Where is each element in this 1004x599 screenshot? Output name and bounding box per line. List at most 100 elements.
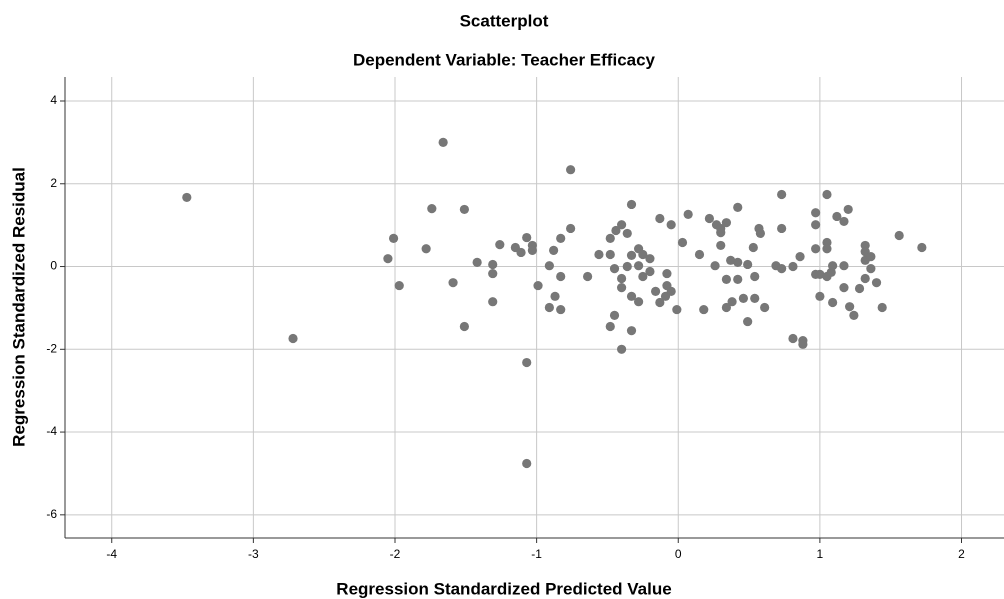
point	[626, 250, 637, 260]
point	[533, 280, 543, 291]
point	[544, 302, 554, 313]
x-axis-title: Regression Standardized Predicted Value	[336, 579, 671, 598]
point	[683, 209, 693, 219]
point	[755, 228, 765, 239]
point	[721, 302, 732, 313]
point	[866, 264, 876, 274]
x-tick-label: 0	[675, 547, 682, 561]
point	[288, 333, 298, 344]
point	[699, 304, 709, 315]
point	[710, 261, 720, 271]
point	[472, 257, 482, 267]
point	[843, 204, 853, 215]
point	[811, 244, 821, 254]
point	[617, 273, 627, 284]
point	[917, 242, 927, 253]
point	[421, 244, 431, 254]
point	[854, 283, 865, 294]
point	[617, 220, 627, 230]
point	[556, 271, 566, 282]
point	[550, 291, 560, 301]
y-tick-label: -4	[46, 424, 57, 438]
point	[605, 233, 615, 243]
point	[860, 273, 870, 284]
point	[721, 218, 732, 228]
x-tick-label: 1	[817, 547, 824, 561]
point	[694, 249, 705, 260]
point	[677, 237, 688, 248]
point	[638, 271, 648, 282]
point	[609, 264, 620, 274]
point	[556, 233, 566, 243]
point	[866, 251, 876, 262]
point	[795, 251, 805, 262]
point	[777, 223, 787, 234]
point	[522, 232, 532, 243]
x-tick-label: -4	[106, 547, 117, 561]
point	[733, 257, 743, 267]
point	[822, 244, 832, 254]
point	[815, 269, 825, 279]
point	[798, 339, 808, 349]
point	[522, 458, 532, 469]
point	[832, 211, 842, 222]
point	[788, 261, 798, 272]
point	[828, 297, 838, 308]
point	[815, 291, 825, 301]
x-tick-label: -3	[248, 547, 259, 561]
chart-title: Scatterplot	[460, 11, 549, 30]
point	[459, 321, 469, 332]
y-tick-label: -2	[46, 341, 57, 355]
x-tick-label: 2	[958, 547, 965, 561]
point	[611, 225, 621, 236]
point	[182, 192, 192, 203]
point	[394, 280, 404, 291]
point	[811, 208, 821, 218]
x-tick-label: -1	[531, 547, 542, 561]
point	[522, 357, 532, 368]
point	[427, 203, 437, 214]
point	[704, 213, 715, 224]
point	[662, 268, 672, 279]
point	[726, 255, 736, 265]
point	[383, 254, 393, 264]
point	[666, 220, 676, 230]
point	[566, 165, 576, 175]
point	[448, 278, 458, 288]
point	[605, 321, 615, 332]
point	[811, 220, 821, 230]
point	[788, 333, 798, 344]
point	[733, 274, 743, 284]
point	[743, 259, 753, 270]
point	[459, 204, 469, 215]
point	[733, 202, 743, 212]
point	[828, 261, 838, 271]
point	[495, 239, 505, 250]
point	[760, 302, 770, 313]
point	[626, 326, 637, 336]
point	[721, 274, 732, 284]
point	[839, 261, 849, 271]
point	[845, 302, 855, 312]
point	[566, 223, 576, 234]
point	[617, 283, 627, 293]
point	[556, 304, 566, 315]
y-tick-label: -6	[46, 507, 57, 521]
point	[748, 242, 758, 253]
point	[645, 254, 655, 264]
point	[516, 247, 526, 258]
point	[488, 297, 498, 307]
point	[633, 297, 644, 307]
point	[750, 271, 760, 282]
point	[750, 293, 760, 303]
point	[839, 216, 849, 227]
point	[609, 310, 620, 320]
y-tick-label: 0	[50, 259, 57, 273]
y-tick-label: 2	[50, 176, 57, 190]
point	[549, 245, 559, 255]
y-tick-label: 4	[50, 93, 57, 107]
point	[727, 297, 737, 307]
point	[666, 286, 676, 296]
point	[877, 302, 887, 313]
